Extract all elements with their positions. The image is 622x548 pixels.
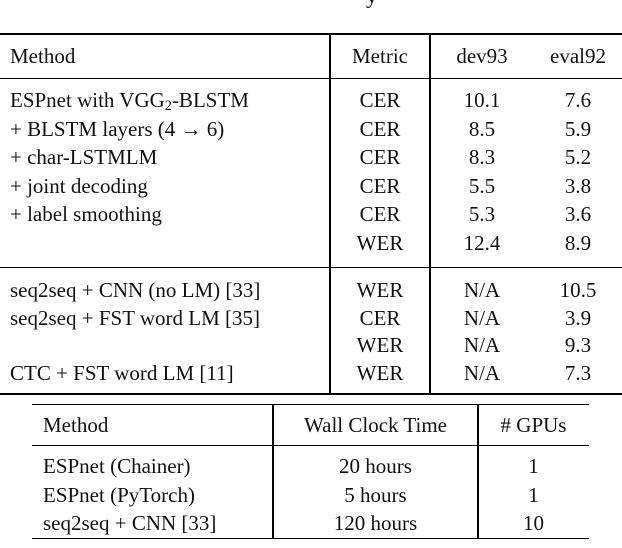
dev93-cell: N/A bbox=[463, 305, 501, 330]
table-row: + label smoothing CER 5.3 3.6 bbox=[0, 200, 622, 229]
results-table-header-rule bbox=[0, 77, 622, 79]
eval92-cell: 7.6 bbox=[564, 88, 592, 112]
table-row: CTC + FST word LM [11] WER N/A 7.3 bbox=[0, 359, 622, 387]
eval92-cell: 7.3 bbox=[564, 360, 592, 385]
metric-cell: CER bbox=[359, 173, 401, 198]
metric-cell: WER bbox=[356, 333, 404, 358]
results-table-section-rule bbox=[0, 266, 622, 268]
table-row: + joint decoding CER 5.5 3.8 bbox=[0, 172, 622, 201]
eval92-cell: 5.9 bbox=[564, 116, 592, 141]
results-table-bottom-rule bbox=[0, 393, 622, 396]
method-cell: ESPnet with VGG2-BLSTM bbox=[10, 86, 249, 121]
training-table-top-rule bbox=[32, 403, 589, 406]
method-cell: CTC + FST word LM [11] bbox=[10, 360, 234, 385]
metric-cell: WER bbox=[356, 360, 404, 385]
training-table-bottom-rule bbox=[32, 537, 589, 540]
metric-cell: CER bbox=[359, 202, 401, 226]
table-row: ESPnet (PyTorch) 5 hours 1 bbox=[0, 481, 622, 510]
results-header-metric: Metric bbox=[352, 44, 408, 68]
training-header-method: Method bbox=[43, 413, 109, 437]
training-table-header-row: Method Wall Clock Time # GPUs bbox=[0, 405, 622, 445]
metric-cell: WER bbox=[356, 230, 404, 255]
method-cell: seq2seq + CNN [33] bbox=[43, 511, 217, 536]
results-header-eval92: eval92 bbox=[550, 44, 606, 68]
table-row: WER 12.4 8.9 bbox=[0, 229, 622, 258]
method-cell: ESPnet (PyTorch) bbox=[43, 482, 195, 507]
dev93-cell: 12.4 bbox=[463, 230, 501, 255]
method-cell: + label smoothing bbox=[10, 202, 162, 226]
dev93-cell: N/A bbox=[463, 333, 501, 358]
table-row: seq2seq + CNN [33] 120 hours 10 bbox=[0, 509, 622, 538]
gpus-cell: 1 bbox=[528, 454, 539, 478]
method-cell: ESPnet (Chainer) bbox=[43, 454, 191, 478]
results-table-top-rule bbox=[0, 33, 622, 36]
eval92-cell: 3.8 bbox=[564, 173, 592, 198]
table-row: + char-LSTMLM CER 8.3 5.2 bbox=[0, 143, 622, 172]
eval92-cell: 8.9 bbox=[564, 230, 592, 255]
metric-cell: CER bbox=[359, 116, 401, 141]
eval92-cell: 10.5 bbox=[559, 278, 597, 302]
method-cell: + char-LSTMLM bbox=[10, 145, 158, 169]
wall-clock-cell: 5 hours bbox=[344, 482, 407, 507]
table-row: ESPnet (Chainer) 20 hours 1 bbox=[0, 452, 622, 481]
training-header-gpus: # GPUs bbox=[500, 413, 567, 437]
eval92-cell: 5.2 bbox=[564, 145, 592, 169]
wall-clock-cell: 120 hours bbox=[333, 511, 418, 536]
gpus-cell: 10 bbox=[523, 511, 544, 536]
results-table-vertical-rule-1 bbox=[329, 35, 331, 393]
results-header-method: Method bbox=[10, 44, 76, 68]
metric-cell: CER bbox=[359, 145, 401, 169]
results-table-vertical-rule-2 bbox=[429, 35, 431, 393]
dev93-cell: 5.3 bbox=[468, 202, 496, 226]
method-cell: + BLSTM layers (4 → 6) bbox=[10, 116, 225, 141]
eval92-cell: 3.6 bbox=[564, 202, 592, 226]
dev93-cell: 8.5 bbox=[468, 116, 496, 141]
training-table-vertical-rule-2 bbox=[477, 405, 479, 538]
table-row: ESPnet with VGG2-BLSTM CER 10.1 7.6 bbox=[0, 86, 622, 115]
dev93-cell: N/A bbox=[463, 278, 501, 302]
table-row: seq2seq + FST word LM [35] CER N/A 3.9 bbox=[0, 304, 622, 332]
eval92-cell: 9.3 bbox=[564, 333, 592, 358]
training-table-vertical-rule-1 bbox=[272, 405, 274, 538]
caption-fragment-glyph: y bbox=[366, 0, 378, 9]
metric-cell: CER bbox=[359, 305, 401, 330]
dev93-cell: 8.3 bbox=[468, 145, 496, 169]
results-table-header-row: Method Metric dev93 eval92 bbox=[0, 36, 622, 77]
method-cell: seq2seq + CNN (no LM) [33] bbox=[10, 278, 261, 302]
method-text: -BLSTM bbox=[171, 88, 249, 112]
results-header-dev93: dev93 bbox=[456, 44, 508, 68]
method-text: ESPnet with VGG bbox=[10, 88, 165, 112]
wall-clock-cell: 20 hours bbox=[339, 454, 412, 478]
training-table-header-rule bbox=[32, 445, 589, 447]
table-row: seq2seq + CNN (no LM) [33] WER N/A 10.5 bbox=[0, 276, 622, 304]
method-cell: + joint decoding bbox=[10, 173, 148, 198]
dev93-cell: N/A bbox=[463, 360, 501, 385]
caption-fragment: y bbox=[363, 0, 389, 9]
metric-cell: WER bbox=[356, 278, 404, 302]
gpus-cell: 1 bbox=[528, 482, 539, 507]
metric-cell: CER bbox=[359, 88, 401, 112]
table-row: + BLSTM layers (4 → 6) CER 8.5 5.9 bbox=[0, 115, 622, 144]
dev93-cell: 5.5 bbox=[468, 173, 496, 198]
table-row: WER N/A 9.3 bbox=[0, 331, 622, 359]
eval92-cell: 3.9 bbox=[564, 305, 592, 330]
dev93-cell: 10.1 bbox=[463, 88, 501, 112]
method-cell: seq2seq + FST word LM [35] bbox=[10, 305, 261, 330]
method-subscript: 2 bbox=[164, 98, 172, 115]
training-header-wall-clock: Wall Clock Time bbox=[304, 413, 447, 437]
